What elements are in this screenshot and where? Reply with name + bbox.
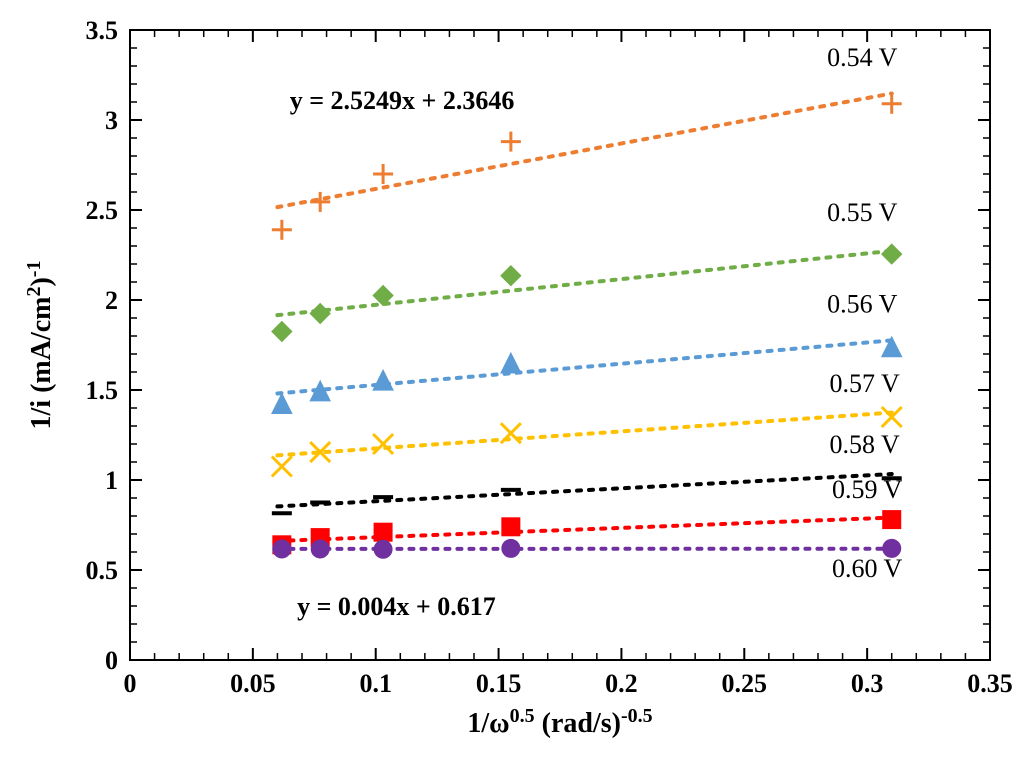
trend-line — [277, 474, 891, 506]
koutecky-levich-plot: 0 0.05 0.1 0.15 0.2 0.25 0.3 0.35 0 0.5 1 1.5 2 2.5 3 3… — [0, 0, 1024, 760]
x-tick-label: 0 — [124, 669, 137, 698]
data-point — [373, 434, 393, 454]
data-point — [311, 540, 329, 558]
trend-line — [277, 413, 891, 456]
series-label: 0.60 V — [832, 554, 903, 583]
data-point — [502, 518, 520, 536]
x-tick-label: 0.05 — [230, 669, 276, 698]
series-label: 0.57 V — [830, 369, 901, 398]
y-tick-label: 3 — [105, 106, 118, 135]
y-tick-label: 1 — [105, 466, 118, 495]
data-point — [374, 540, 392, 558]
y-tick-label: 2 — [105, 286, 118, 315]
series-label: 0.58 V — [830, 430, 901, 459]
data-point — [272, 322, 292, 342]
y-tick-label: 0.5 — [86, 556, 119, 585]
x-tick-label: 0.2 — [605, 669, 638, 698]
y-tick-label: 2.5 — [86, 196, 119, 225]
data-point — [882, 94, 902, 114]
trend-line — [277, 251, 891, 315]
data-point — [374, 523, 392, 541]
trend-line — [277, 340, 891, 393]
data-point — [501, 353, 521, 373]
data-point — [882, 244, 902, 264]
x-tick-label: 0.25 — [722, 669, 768, 698]
data-point — [501, 132, 521, 152]
series-label: 0.56 V — [827, 290, 898, 319]
data-point — [272, 220, 292, 240]
data-point — [373, 164, 393, 184]
data-point — [272, 394, 292, 414]
chart-svg: 0 0.05 0.1 0.15 0.2 0.25 0.3 0.35 0 0.5 1 1.5 2 2.5 3 3… — [0, 0, 1024, 760]
y-axis-label: 1/i (mA/cm2)-1 — [23, 261, 57, 430]
equation-annotation: y = 2.5249x + 2.3646 — [290, 86, 515, 115]
equation-annotation: y = 0.004x + 0.617 — [297, 592, 496, 621]
data-point — [502, 539, 520, 557]
y-tick-label: 3.5 — [86, 16, 119, 45]
x-tick-label: 0.35 — [967, 669, 1013, 698]
series-label: 0.59 V — [832, 475, 903, 504]
series-label: 0.55 V — [827, 198, 898, 227]
data-point — [883, 511, 901, 529]
x-tick-label: 0.15 — [476, 669, 522, 698]
data-point — [310, 192, 330, 212]
data-point — [501, 423, 521, 443]
x-axis-label: 1/ω0.5 (rad/s)-0.5 — [467, 705, 652, 739]
series-label: 0.54 V — [827, 43, 898, 72]
data-point — [501, 266, 521, 286]
data-point — [882, 407, 902, 427]
trend-line — [277, 518, 891, 541]
data-point — [272, 457, 292, 477]
y-tick-label: 0 — [105, 646, 118, 675]
data-point — [373, 370, 393, 390]
x-tick-label: 0.3 — [851, 669, 884, 698]
y-tick-label: 1.5 — [86, 376, 119, 405]
x-tick-label: 0.1 — [359, 669, 392, 698]
data-point — [273, 540, 291, 558]
data-point — [882, 337, 902, 357]
data-point — [310, 304, 330, 324]
